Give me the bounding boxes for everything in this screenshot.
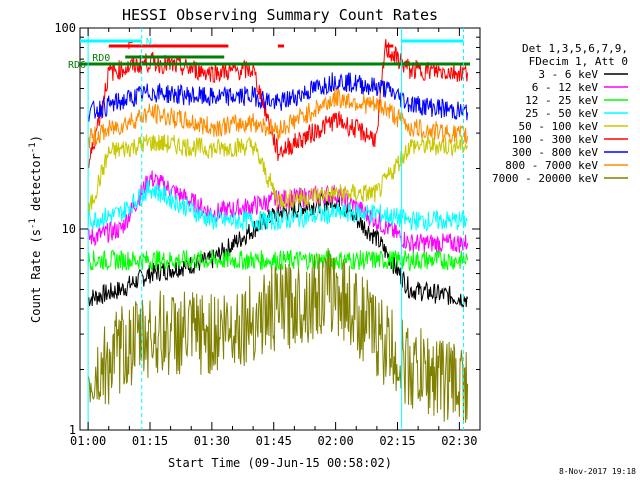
legend-label: 6 - 12 keV [532, 81, 599, 94]
series-line [87, 88, 469, 149]
flag-label: RD0 [92, 53, 110, 64]
series-line [88, 39, 469, 169]
x-tick-label: 01:15 [132, 434, 168, 448]
flag-label: N [146, 37, 152, 48]
flag-label: RD6 [68, 60, 86, 71]
x-axis-label: Start Time (09-Jun-15 00:58:02) [168, 456, 392, 470]
legend-label: 100 - 300 keV [512, 133, 598, 146]
axis-layer: 01:00 01:15 01:30 01:45 02:00 02:15 02:30 1 10 10… [54, 21, 481, 448]
legend-label: 7000 - 20000 keV [492, 172, 598, 185]
x-tick-label: 02:15 [379, 434, 415, 448]
series-line [87, 248, 469, 273]
chart-title: HESSI Observing Summary Count Rates [122, 6, 438, 24]
x-tick-label: 01:45 [256, 434, 292, 448]
series-line [87, 170, 469, 254]
footer-date: 8-Nov-2017 19:18 [559, 467, 636, 476]
series-line [87, 248, 469, 424]
legend-label: 25 - 50 keV [525, 107, 598, 120]
series-line [87, 180, 468, 232]
legend-label: 800 - 7000 keV [505, 159, 598, 172]
x-tick-label: 02:30 [441, 434, 477, 448]
legend-label: 3 - 6 keV [538, 68, 598, 81]
x-tick-label: 02:00 [318, 434, 354, 448]
legend-label: 50 - 100 keV [519, 120, 599, 133]
series-layer [87, 39, 469, 424]
x-tick-label: 01:30 [194, 434, 230, 448]
legend: Det 1,3,5,6,7,9, FDecim 1, Att 0 3 - 6 k… [492, 42, 628, 185]
legend-label: 300 - 800 keV [512, 146, 598, 159]
series-line [87, 134, 469, 217]
legend-label: 12 - 25 keV [525, 94, 598, 107]
flag-label: F [127, 41, 133, 52]
series-line [87, 72, 469, 122]
y-tick-label: 10 [62, 222, 76, 236]
legend-header-2: FDecim 1, Att 0 [529, 55, 628, 68]
legend-header-1: Det 1,3,5,6,7,9, [522, 42, 628, 55]
y-axis-label: Count Rate (s-1 detector-1) [28, 135, 43, 323]
flags-layer: N F RD0 RD6 [68, 28, 470, 430]
y-tick-label: 1 [69, 423, 76, 437]
y-tick-label: 100 [54, 21, 76, 35]
x-tick-label: 01:00 [70, 434, 106, 448]
